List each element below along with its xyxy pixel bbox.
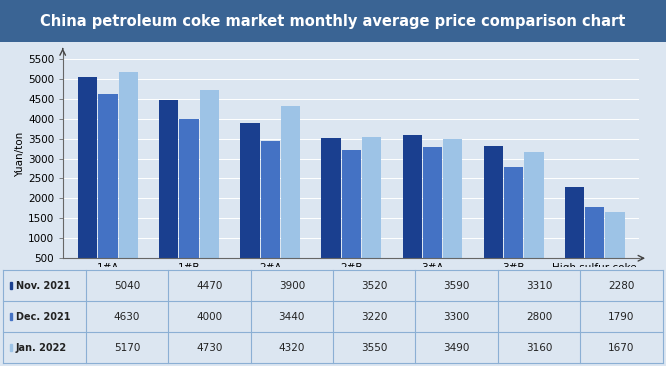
Text: 5040: 5040 [114, 281, 140, 291]
Bar [119, 72, 138, 278]
Bar [342, 150, 361, 278]
Bar [443, 139, 462, 278]
Text: China petroleum coke market monthly average price comparison chart: China petroleum coke market monthly aver… [41, 14, 625, 29]
Text: 1670: 1670 [608, 343, 635, 352]
Bar [78, 78, 97, 278]
Polygon shape [10, 282, 12, 289]
Bar [281, 106, 300, 278]
Text: Model: Model [650, 273, 666, 283]
Polygon shape [10, 313, 12, 320]
Text: 2800: 2800 [526, 311, 552, 322]
Text: 3160: 3160 [526, 343, 552, 352]
Text: 4320: 4320 [278, 343, 305, 352]
Bar [240, 123, 260, 278]
Text: 3590: 3590 [444, 281, 470, 291]
Bar [504, 167, 523, 278]
Bar [423, 147, 442, 278]
Bar [179, 119, 198, 278]
Text: 3520: 3520 [361, 281, 388, 291]
Text: 4470: 4470 [196, 281, 222, 291]
Bar [565, 187, 584, 278]
Bar [585, 207, 604, 278]
Text: 5170: 5170 [114, 343, 140, 352]
Bar [159, 100, 178, 278]
Bar [200, 90, 219, 278]
Text: 4630: 4630 [114, 311, 140, 322]
Bar [484, 146, 503, 278]
Bar [524, 152, 543, 278]
Text: 2280: 2280 [608, 281, 635, 291]
Y-axis label: Yuan/ton: Yuan/ton [15, 132, 25, 177]
Bar [402, 135, 422, 278]
Text: 1790: 1790 [608, 311, 635, 322]
Text: 3550: 3550 [361, 343, 388, 352]
Text: 3900: 3900 [278, 281, 305, 291]
Text: 3490: 3490 [444, 343, 470, 352]
Bar [99, 94, 117, 278]
Text: 4730: 4730 [196, 343, 222, 352]
Text: Dec. 2021: Dec. 2021 [15, 311, 70, 322]
Text: 3440: 3440 [278, 311, 305, 322]
Text: 3220: 3220 [361, 311, 388, 322]
Text: 3310: 3310 [526, 281, 552, 291]
Text: Nov. 2021: Nov. 2021 [15, 281, 70, 291]
Text: Jan. 2022: Jan. 2022 [15, 343, 67, 352]
Text: 3300: 3300 [444, 311, 470, 322]
Bar [322, 138, 341, 278]
Text: 4000: 4000 [196, 311, 222, 322]
Bar [260, 141, 280, 278]
Bar [362, 137, 381, 278]
Bar [605, 212, 625, 278]
Polygon shape [10, 344, 12, 351]
